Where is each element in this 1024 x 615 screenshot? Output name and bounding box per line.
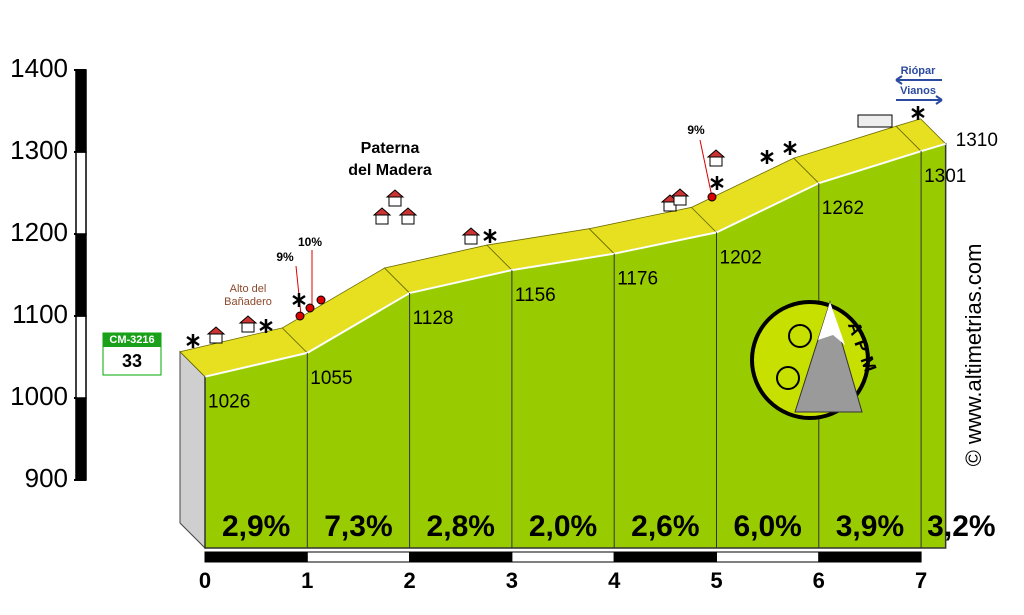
ramp-point — [707, 192, 717, 202]
pass-label: Bañadero — [224, 296, 272, 308]
roof-icon — [372, 207, 392, 216]
ramp-label: 9% — [687, 123, 705, 137]
y-tick-label: 900 — [25, 463, 68, 493]
pass-label: Alto del — [230, 283, 267, 295]
y-axis-band — [75, 397, 87, 481]
elevation-label: 1176 — [617, 269, 658, 290]
logo-wheel — [788, 324, 812, 348]
destination: Riópar — [901, 65, 937, 77]
logo-wheel — [776, 366, 800, 390]
destination: Vianos — [900, 85, 936, 97]
roof-icon — [238, 315, 258, 324]
elevation-label: 1262 — [822, 198, 864, 219]
elevation-label: 1310 — [956, 130, 998, 151]
star-icon — [259, 319, 273, 333]
km-band — [818, 551, 922, 563]
town-label: del Madera — [348, 162, 432, 179]
roof-icon — [385, 189, 405, 198]
road-km: 33 — [122, 351, 142, 371]
ramp-point — [316, 295, 326, 305]
km-band — [204, 551, 308, 563]
road-code: CM-3216 — [109, 334, 154, 346]
elevation-label: 1128 — [413, 308, 454, 329]
x-tick-label: 4 — [608, 568, 621, 593]
star-icon — [783, 141, 797, 155]
y-tick-label: 1000 — [10, 381, 68, 411]
star-icon — [911, 106, 925, 120]
roof-icon — [461, 227, 481, 236]
ramp-pointer — [295, 265, 302, 316]
km-band — [306, 551, 411, 563]
y-axis-band — [75, 69, 87, 153]
km-band — [511, 551, 615, 563]
km-band — [716, 551, 820, 563]
ramp-point — [305, 303, 315, 313]
gradient-label: 2,0% — [529, 510, 597, 543]
gradient-label: 2,8% — [427, 510, 495, 543]
side-face — [179, 350, 206, 550]
elevation-label: 1301 — [924, 166, 966, 187]
x-tick-label: 2 — [403, 568, 415, 593]
y-axis-band — [75, 315, 87, 399]
km-band — [613, 551, 718, 563]
roof-icon — [670, 188, 690, 197]
x-tick-label: 1 — [301, 568, 313, 593]
logo-snow — [818, 302, 845, 345]
gradient-label: 3,9% — [836, 510, 904, 543]
town-label: Paterna — [361, 140, 420, 157]
roof-icon — [206, 326, 226, 335]
arrow — [895, 75, 942, 85]
star-icon — [483, 229, 497, 243]
gradient-label: 2,9% — [222, 510, 290, 543]
ramp-label: 10% — [298, 235, 322, 249]
y-tick-label: 1400 — [10, 53, 68, 83]
star-icon — [186, 334, 200, 348]
y-tick-label: 1200 — [10, 217, 68, 247]
road-sign-header — [103, 333, 161, 347]
star-icon — [710, 176, 724, 190]
elevation-label: 1026 — [208, 392, 250, 413]
star-icon — [292, 293, 306, 307]
x-tick-label: 0 — [199, 568, 211, 593]
y-tick-label: 1100 — [12, 299, 68, 329]
elevation-label: 1055 — [310, 368, 352, 389]
elevation-label: 1156 — [515, 285, 556, 306]
x-tick-label: 5 — [710, 568, 722, 593]
ramp-point — [295, 311, 305, 321]
arrow — [896, 95, 943, 105]
gradient-label: 7,3% — [324, 510, 392, 543]
km-band — [409, 551, 513, 563]
x-tick-label: 7 — [915, 568, 927, 593]
logo-mountain — [794, 300, 863, 413]
credit: © www.altimetrias.com — [961, 244, 986, 467]
roof-icon — [398, 207, 418, 216]
elevation-label: 1202 — [720, 247, 762, 268]
roof-icon — [706, 149, 726, 158]
ramp-pointer — [699, 139, 713, 198]
y-axis-band — [75, 233, 87, 317]
y-tick-label: 1300 — [10, 135, 68, 165]
y-axis-band — [75, 151, 87, 235]
gradient-label: 3,2% — [927, 510, 995, 543]
gradient-label: 6,0% — [733, 510, 801, 543]
gradient-label: 2,6% — [631, 510, 699, 543]
star-icon — [760, 150, 774, 164]
x-tick-label: 6 — [813, 568, 825, 593]
building-icon — [857, 114, 893, 128]
ramp-label: 9% — [276, 250, 294, 264]
x-tick-label: 3 — [506, 568, 518, 593]
